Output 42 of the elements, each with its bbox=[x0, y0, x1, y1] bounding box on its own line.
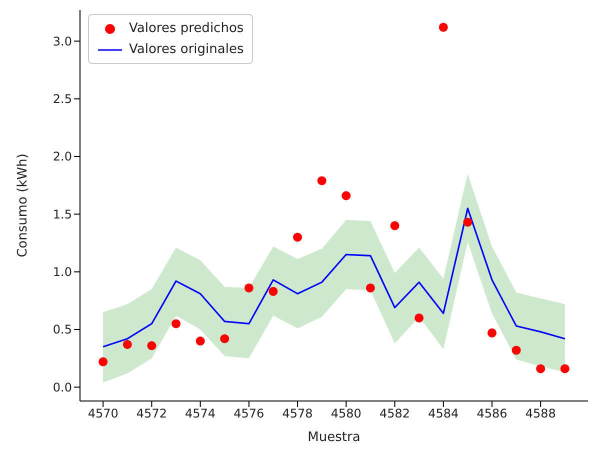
y-tick-label: 1.0 bbox=[52, 265, 72, 280]
x-tick-label: 4574 bbox=[185, 406, 216, 421]
point bbox=[317, 176, 326, 186]
point bbox=[438, 22, 448, 32]
x-tick-label: 4570 bbox=[88, 406, 118, 421]
line-series bbox=[102, 208, 566, 348]
x-tick-label: 4576 bbox=[234, 406, 264, 421]
point bbox=[293, 232, 302, 242]
y-tick-label: 2.5 bbox=[52, 92, 72, 106]
x-tick-label: 4588 bbox=[525, 406, 556, 421]
x-tick-label: 4582 bbox=[379, 406, 410, 421]
x-tick-label: 4584 bbox=[428, 406, 459, 421]
y-axis-title: Consumo (kWh) bbox=[16, 154, 31, 258]
point bbox=[244, 283, 254, 292]
point bbox=[560, 364, 570, 374]
point bbox=[390, 221, 400, 230]
point bbox=[463, 218, 472, 227]
y-tick-label: 2.0 bbox=[52, 150, 72, 164]
y-tick-label: 0.0 bbox=[52, 380, 72, 394]
point bbox=[122, 340, 132, 349]
x-tick-label: 4586 bbox=[476, 406, 508, 421]
point bbox=[414, 313, 424, 322]
y-tick-label: 0.5 bbox=[52, 322, 72, 337]
point bbox=[366, 283, 375, 292]
x-tick-label: 4580 bbox=[330, 406, 362, 421]
y-tick-label: 3.0 bbox=[52, 34, 72, 48]
point bbox=[512, 346, 521, 355]
point bbox=[536, 364, 546, 374]
point bbox=[268, 286, 278, 296]
point bbox=[98, 357, 108, 366]
point bbox=[171, 319, 181, 328]
legend-label: Valores predichos bbox=[129, 20, 244, 38]
legend-label: Valores originales bbox=[129, 41, 244, 59]
x-tick-label: 4572 bbox=[136, 406, 167, 421]
point bbox=[147, 341, 156, 350]
x-tick-label: 4578 bbox=[282, 406, 313, 421]
point bbox=[220, 334, 230, 344]
x-axis-title: Muestra bbox=[308, 430, 360, 445]
y-tick-label: 1.5 bbox=[52, 207, 72, 222]
point bbox=[196, 336, 205, 346]
point bbox=[342, 191, 351, 200]
point bbox=[487, 328, 497, 338]
